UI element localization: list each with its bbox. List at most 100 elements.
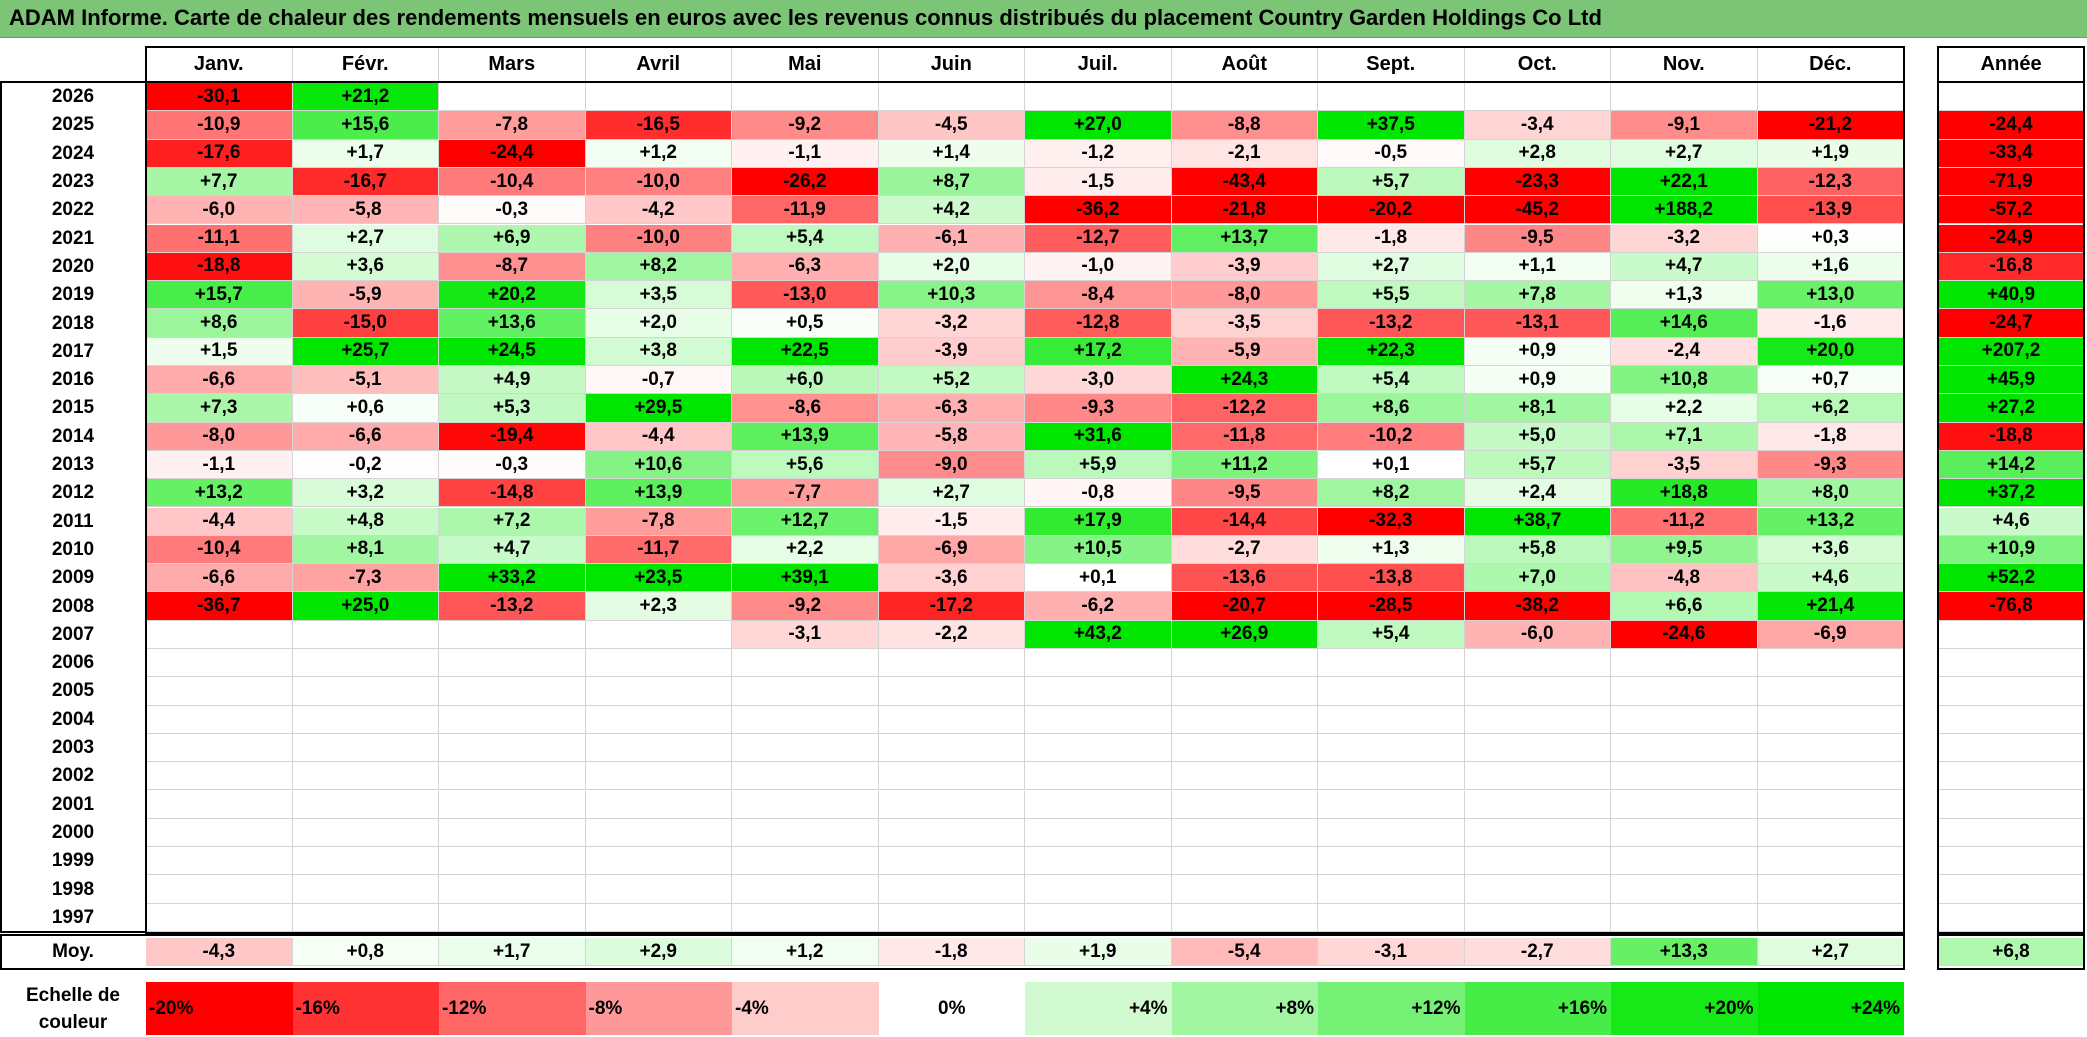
heatmap-cell: +18,8 [1611, 479, 1758, 508]
heatmap-cell: -10,4 [439, 167, 586, 197]
header-divider [146, 81, 1904, 83]
heatmap-cell [1171, 847, 1318, 876]
heatmap-cell: -6,6 [146, 564, 293, 593]
heatmap-cell: +2,7 [1318, 252, 1465, 282]
heatmap-cell [146, 875, 293, 904]
heatmap-cell [1757, 705, 1904, 734]
annual-cell: +40,9 [1938, 281, 2084, 310]
color-scale-swatch: +12% [1318, 982, 1465, 1035]
color-scale-swatch: -16% [292, 982, 439, 1035]
heatmap-cell [1757, 875, 1904, 904]
heatmap-cell: -13,2 [439, 592, 586, 621]
year-label: 2009 [51, 567, 95, 589]
heatmap-cell: -36,7 [146, 592, 293, 621]
heatmap-cell [292, 649, 439, 678]
heatmap-cell [1464, 733, 1611, 763]
heatmap-cell [585, 83, 732, 112]
heatmap-cell [1025, 790, 1172, 819]
heatmap-cell [732, 705, 879, 734]
heatmap-cell: -6,1 [878, 224, 1025, 253]
heatmap-cell [1757, 762, 1904, 791]
color-scale-swatch: +8% [1171, 982, 1318, 1035]
heatmap-cell: +20,2 [439, 281, 586, 310]
heatmap-cell: -0,7 [585, 366, 732, 395]
average-cell: +13,3 [1611, 938, 1758, 966]
heatmap-cell: +0,6 [292, 394, 439, 423]
heatmap-cell: -8,8 [1171, 111, 1318, 140]
year-label: 2019 [51, 284, 95, 306]
heatmap-cell: +2,3 [585, 592, 732, 621]
heatmap-cell: +4,2 [878, 196, 1025, 225]
color-scale-swatch: +16% [1464, 982, 1611, 1035]
heatmap-cell: +1,6 [1757, 252, 1904, 282]
heatmap-cell: -1,5 [878, 507, 1025, 536]
heatmap-cell: +1,5 [146, 337, 293, 366]
heatmap-cell [1464, 762, 1611, 791]
heatmap-cell: -38,2 [1464, 592, 1611, 621]
heatmap-cell: +1,2 [585, 139, 732, 168]
year-label: 2014 [51, 425, 95, 447]
annual-cell: +4,6 [1938, 507, 2084, 536]
heatmap-cell [1171, 649, 1318, 678]
heatmap-cell [1171, 818, 1318, 848]
heatmap-cell: -36,2 [1025, 196, 1172, 225]
heatmap-cell: -20,2 [1318, 196, 1465, 225]
heatmap-cell: +9,5 [1611, 535, 1758, 565]
heatmap-cell: -3,5 [1611, 450, 1758, 480]
heatmap-cell: +3,6 [292, 252, 439, 282]
heatmap-cell: +13,9 [585, 479, 732, 508]
heatmap-cell [439, 818, 586, 848]
heatmap-cell [1318, 903, 1465, 932]
heatmap-cell [878, 83, 1025, 112]
heatmap-cell: -9,2 [732, 592, 879, 621]
heatmap-cell [1611, 762, 1758, 791]
heatmap-cell [1025, 762, 1172, 791]
heatmap-cell: +8,6 [1318, 394, 1465, 423]
heatmap-cell: -15,0 [292, 309, 439, 338]
heatmap-cell: -20,7 [1171, 592, 1318, 621]
heatmap-cell: +2,0 [585, 309, 732, 338]
month-header: Sept. [1318, 47, 1465, 81]
annual-cell [1938, 705, 2084, 734]
annual-cell [1938, 818, 2084, 848]
heatmap-cell: -24,6 [1611, 620, 1758, 649]
color-scale-swatch: -4% [732, 982, 879, 1035]
heatmap-cell: -2,1 [1171, 139, 1318, 168]
heatmap-cell: -6,3 [878, 394, 1025, 423]
heatmap-cell: +7,8 [1464, 281, 1611, 310]
heatmap-cell: +2,7 [878, 479, 1025, 508]
heatmap-cell [1611, 903, 1758, 932]
heatmap-cell: +1,3 [1611, 281, 1758, 310]
heatmap-cell: +5,9 [1025, 450, 1172, 480]
heatmap-cell [1464, 790, 1611, 819]
heatmap-cell: -4,2 [585, 196, 732, 225]
heatmap-cell: -12,3 [1757, 167, 1904, 197]
month-header: Nov. [1611, 47, 1758, 81]
annual-cell: -24,7 [1938, 309, 2084, 338]
average-cell: +2,9 [585, 938, 732, 966]
heatmap-cell [732, 762, 879, 791]
heatmap-cell [1025, 818, 1172, 848]
heatmap-cell [1025, 903, 1172, 932]
month-header: Août [1172, 47, 1318, 81]
heatmap-cell: -1,2 [1025, 139, 1172, 168]
heatmap-cell [732, 847, 879, 876]
heatmap-cell [439, 733, 586, 763]
heatmap-cell: -9,3 [1025, 394, 1172, 423]
heatmap-cell: +5,0 [1464, 422, 1611, 451]
heatmap-cell: -10,0 [585, 167, 732, 197]
heatmap-cell [585, 705, 732, 734]
heatmap-cell: +13,7 [1171, 224, 1318, 253]
month-header: Janv. [146, 47, 293, 81]
annual-header-divider [1938, 81, 2084, 83]
heatmap-cell [1611, 733, 1758, 763]
heatmap-cell [1025, 649, 1172, 678]
heatmap-cell: +4,6 [1757, 564, 1904, 593]
heatmap-cell [1171, 762, 1318, 791]
month-header: Juin [879, 47, 1025, 81]
heatmap-cell: +17,9 [1025, 507, 1172, 536]
heatmap-cell [878, 649, 1025, 678]
heatmap-cell [292, 875, 439, 904]
heatmap-cell [585, 762, 732, 791]
heatmap-cell: +6,9 [439, 224, 586, 253]
